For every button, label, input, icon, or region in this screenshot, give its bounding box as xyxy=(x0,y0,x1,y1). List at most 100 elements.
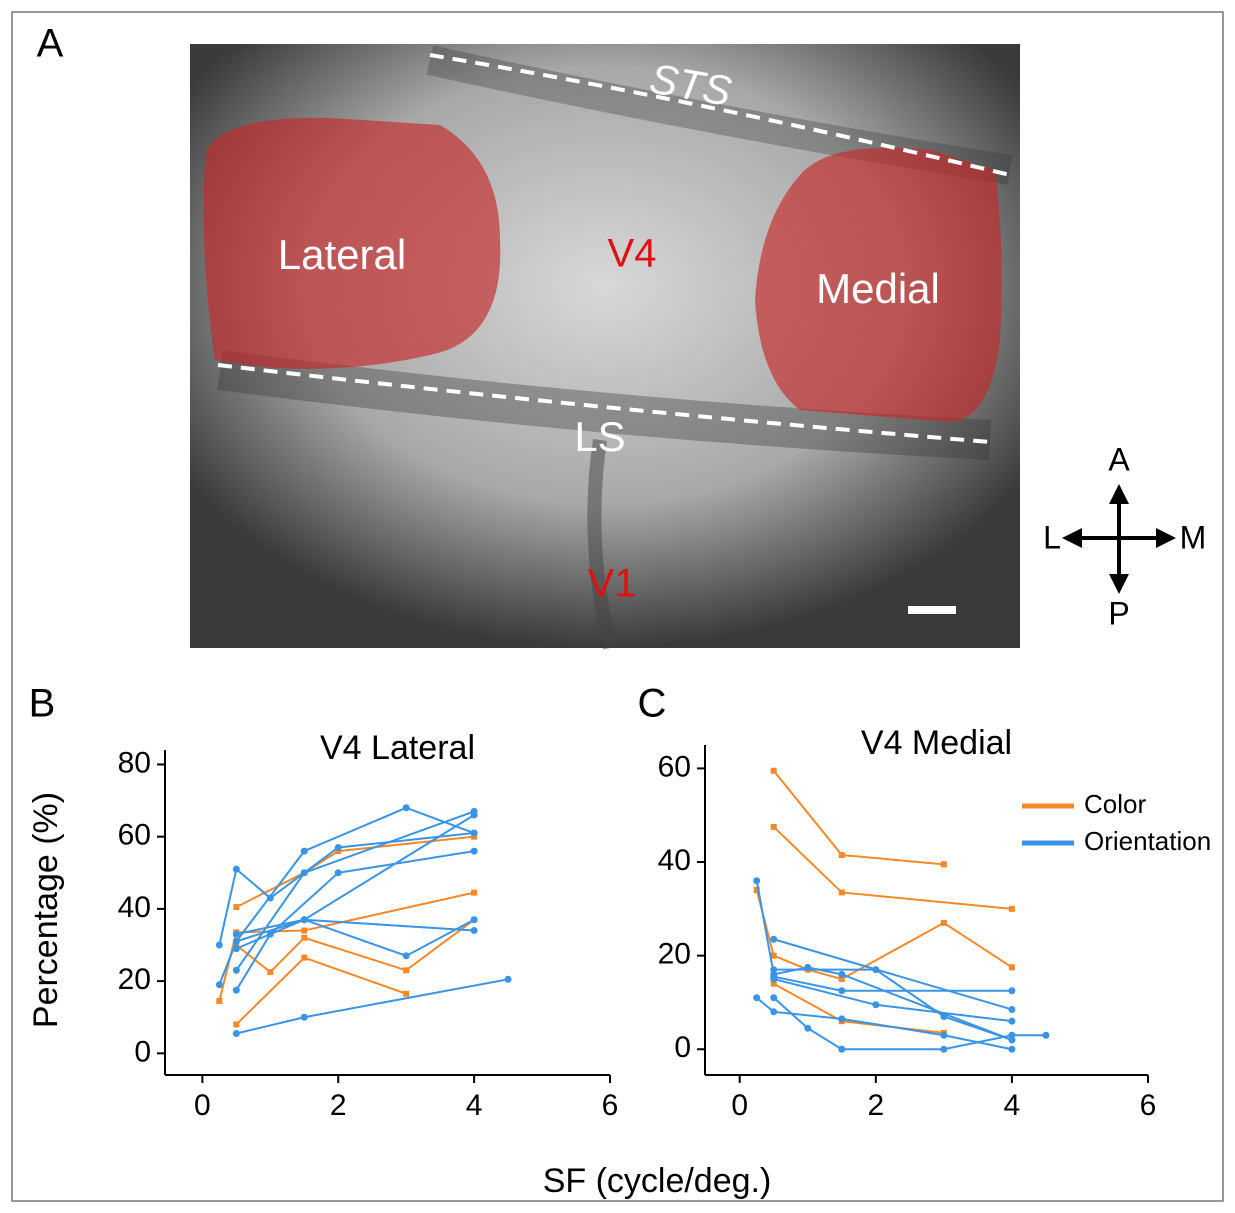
point xyxy=(300,916,308,924)
point xyxy=(940,1012,948,1020)
y-tick-label: 80 xyxy=(118,746,151,779)
point xyxy=(470,811,478,819)
x-tick-label: 0 xyxy=(194,1089,211,1122)
y-axis-label: Percentage (%) xyxy=(27,792,65,1028)
point xyxy=(940,1031,948,1039)
x-tick-label: 6 xyxy=(602,1089,619,1122)
point xyxy=(872,966,880,974)
y-tick-label: 40 xyxy=(118,891,151,924)
point xyxy=(753,877,761,885)
point xyxy=(753,887,760,894)
x-tick-label: 4 xyxy=(466,1089,483,1122)
chart-title: V4 Lateral xyxy=(320,729,475,767)
series-line xyxy=(773,938,1013,1011)
y-tick-label: 0 xyxy=(134,1035,151,1068)
point xyxy=(838,1045,846,1053)
compass xyxy=(1062,484,1176,594)
point xyxy=(940,861,947,868)
point xyxy=(301,954,308,961)
point xyxy=(471,833,478,840)
point xyxy=(1042,1031,1050,1039)
point xyxy=(838,976,845,983)
y-tick-label: 20 xyxy=(118,963,151,996)
chart-title: V4 Medial xyxy=(861,724,1012,762)
point xyxy=(770,980,777,987)
point xyxy=(940,1045,948,1053)
point xyxy=(838,987,846,995)
point xyxy=(1008,987,1016,995)
point xyxy=(300,847,308,855)
point xyxy=(301,927,308,934)
x-tick-label: 2 xyxy=(867,1089,884,1122)
point xyxy=(872,1001,880,1009)
point xyxy=(838,970,846,978)
y-tick-label: 0 xyxy=(674,1031,691,1064)
sulcus-label: LS xyxy=(574,413,625,460)
point xyxy=(753,994,761,1002)
point xyxy=(838,1015,846,1023)
panel-label: B xyxy=(29,682,56,726)
x-tick-label: 4 xyxy=(1004,1089,1021,1122)
legend-label: Color xyxy=(1084,789,1146,819)
area-label: V4 xyxy=(608,232,657,276)
point xyxy=(504,975,512,983)
point xyxy=(335,848,342,855)
point xyxy=(770,994,778,1002)
point xyxy=(232,865,240,873)
point xyxy=(233,904,240,911)
point xyxy=(770,975,778,983)
compass-label: M xyxy=(1180,519,1207,555)
point xyxy=(232,930,240,938)
compass-label: A xyxy=(1108,441,1130,477)
point xyxy=(770,935,778,943)
point xyxy=(300,1013,308,1021)
point xyxy=(770,823,777,830)
x-tick-label: 6 xyxy=(1140,1089,1157,1122)
region-label: Lateral xyxy=(278,231,406,278)
point xyxy=(402,804,410,812)
compass-label: P xyxy=(1108,595,1129,631)
series-line xyxy=(235,850,475,991)
series-line xyxy=(236,978,509,1035)
point xyxy=(838,889,845,896)
region-label: Medial xyxy=(816,265,940,312)
point xyxy=(1008,905,1015,912)
series-line xyxy=(773,826,1012,910)
point xyxy=(232,1029,240,1037)
panel-label: A xyxy=(37,22,64,66)
point xyxy=(216,997,223,1004)
point xyxy=(334,844,342,851)
point xyxy=(770,767,777,774)
y-tick-label: 60 xyxy=(118,819,151,852)
series-line xyxy=(773,997,1046,1051)
point xyxy=(215,981,223,989)
point xyxy=(770,952,777,959)
point xyxy=(1008,1017,1016,1025)
point xyxy=(1008,1045,1016,1053)
panel-label: C xyxy=(638,682,667,726)
x-axis-label: SF (cycle/deg.) xyxy=(543,1162,772,1200)
point xyxy=(403,967,410,974)
compass-label: L xyxy=(1043,519,1061,555)
series-line xyxy=(755,889,1013,981)
point xyxy=(940,919,947,926)
point xyxy=(232,945,240,953)
point xyxy=(301,934,308,941)
point xyxy=(233,1021,240,1028)
point xyxy=(232,937,240,945)
photo: STS Lateral V4 Medial LS V1 xyxy=(190,44,1020,650)
series-line xyxy=(235,835,475,908)
point xyxy=(334,869,342,877)
point xyxy=(1008,964,1015,971)
series-line xyxy=(218,891,475,1002)
point xyxy=(470,916,478,924)
y-tick-label: 20 xyxy=(658,938,691,971)
point xyxy=(1008,1005,1016,1013)
point xyxy=(402,952,410,960)
x-tick-label: 2 xyxy=(330,1089,347,1122)
point xyxy=(1008,1031,1016,1039)
point xyxy=(470,927,478,935)
point xyxy=(470,847,478,855)
point xyxy=(233,942,240,948)
point xyxy=(267,969,274,976)
